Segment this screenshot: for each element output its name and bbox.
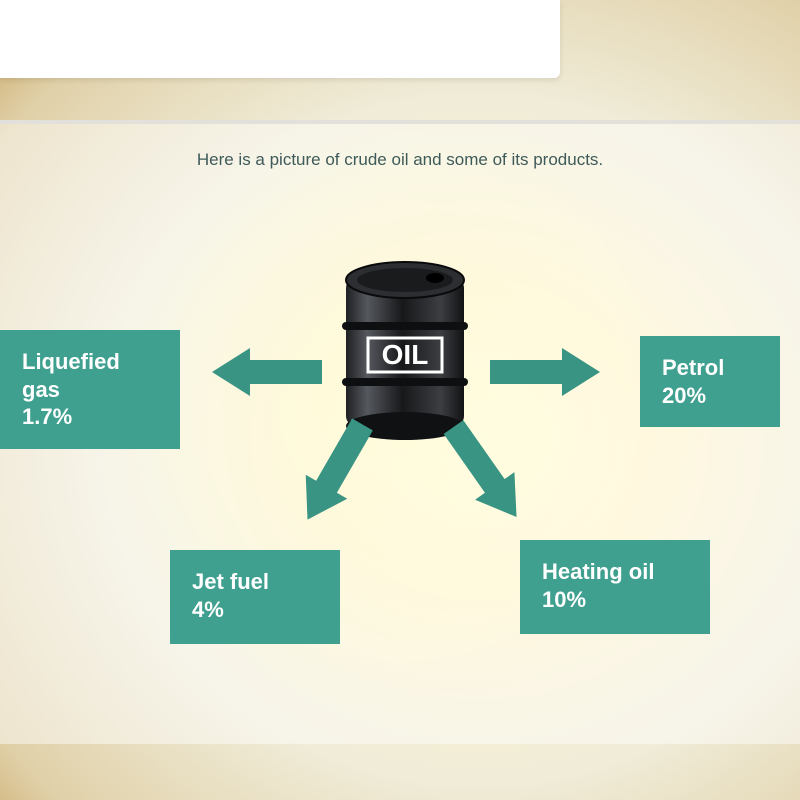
product-pct: 20%	[662, 382, 758, 410]
product-name: Liquefied gas	[22, 348, 158, 403]
caption-text: Here is a picture of crude oil and some …	[0, 150, 800, 170]
top-blank-bar	[0, 0, 560, 78]
product-box-liquefied-gas: Liquefied gas 1.7%	[0, 330, 180, 449]
arrow-right	[490, 348, 600, 396]
product-box-petrol: Petrol 20%	[640, 336, 780, 427]
product-name: Heating oil	[542, 558, 688, 586]
product-name: Petrol	[662, 354, 758, 382]
product-name: Jet fuel	[192, 568, 318, 596]
oil-barrel-icon: OIL	[340, 260, 470, 440]
arrow-left	[212, 348, 322, 396]
product-box-jet-fuel: Jet fuel 4%	[170, 550, 340, 644]
product-pct: 1.7%	[22, 403, 158, 431]
product-box-heating-oil: Heating oil 10%	[520, 540, 710, 634]
barrel-label: OIL	[382, 339, 429, 370]
product-pct: 4%	[192, 596, 318, 624]
product-pct: 10%	[542, 586, 688, 614]
